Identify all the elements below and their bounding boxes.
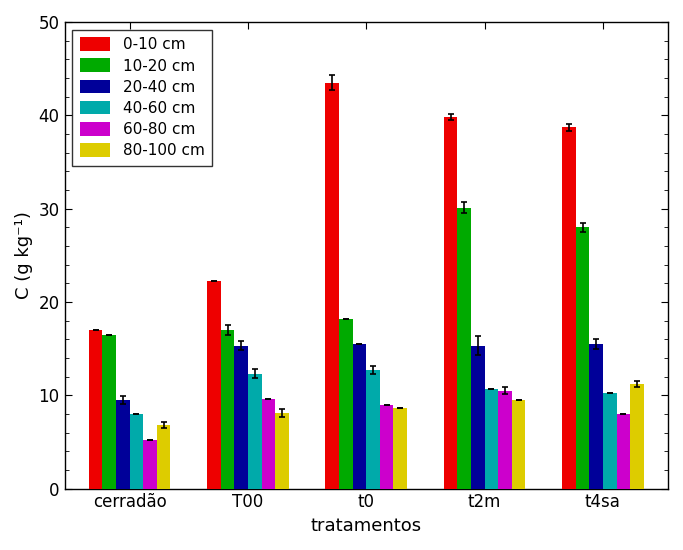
- Bar: [143, 440, 157, 488]
- Bar: [485, 389, 498, 488]
- Bar: [512, 400, 525, 488]
- Bar: [366, 370, 380, 488]
- Bar: [89, 330, 102, 488]
- Bar: [471, 346, 485, 488]
- Bar: [116, 400, 130, 488]
- Bar: [352, 344, 366, 488]
- Bar: [630, 384, 644, 488]
- Bar: [262, 399, 275, 488]
- Bar: [562, 128, 576, 488]
- Bar: [458, 208, 471, 488]
- Y-axis label: C (g kg⁻¹): C (g kg⁻¹): [15, 211, 33, 299]
- Bar: [576, 227, 589, 488]
- Bar: [617, 414, 630, 488]
- X-axis label: tratamentos: tratamentos: [311, 517, 422, 535]
- Bar: [234, 346, 248, 488]
- Legend: 0-10 cm, 10-20 cm, 20-40 cm, 40-60 cm, 60-80 cm, 80-100 cm: 0-10 cm, 10-20 cm, 20-40 cm, 40-60 cm, 6…: [72, 30, 212, 166]
- Bar: [248, 374, 262, 488]
- Bar: [339, 319, 352, 488]
- Bar: [603, 393, 617, 488]
- Bar: [498, 390, 512, 488]
- Bar: [589, 344, 603, 488]
- Bar: [157, 425, 171, 488]
- Bar: [102, 334, 116, 488]
- Bar: [393, 408, 407, 488]
- Bar: [221, 330, 234, 488]
- Bar: [325, 82, 339, 488]
- Bar: [130, 414, 143, 488]
- Bar: [207, 282, 221, 488]
- Bar: [380, 405, 393, 488]
- Bar: [444, 117, 458, 488]
- Bar: [275, 413, 289, 488]
